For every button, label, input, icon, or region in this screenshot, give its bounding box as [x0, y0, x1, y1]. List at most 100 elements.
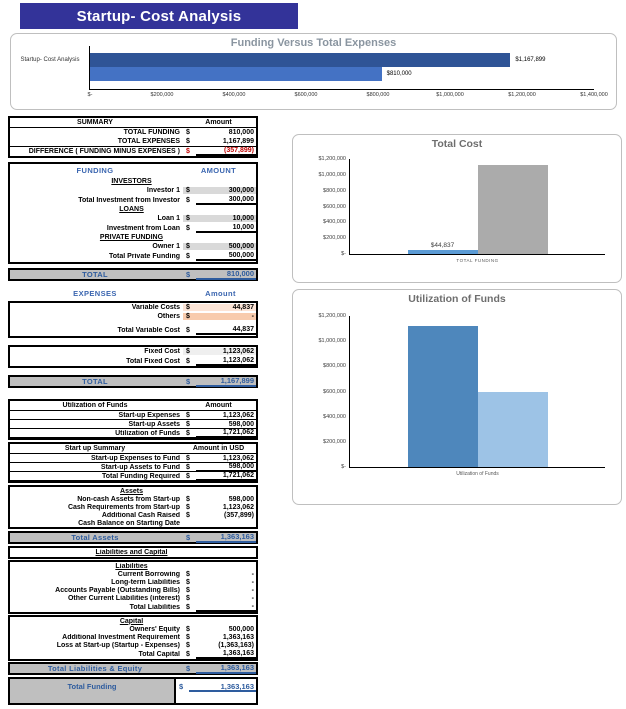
cell-value: 1,363,163 [222, 633, 254, 641]
table-row[interactable]: INVESTORS [10, 177, 256, 186]
cell-currency: $ [186, 196, 190, 204]
assets-table: Assets Non-cash Assets from Start-up $ 5… [8, 485, 258, 529]
cell-currency: $ [186, 625, 190, 633]
table-row[interactable]: Cash Requirements from Start-up $ 1,123,… [10, 503, 256, 511]
table-row[interactable]: Other Current Liabilities (interest) $ - [10, 594, 256, 602]
cell-value: 810,000 [228, 129, 254, 136]
table-row[interactable]: Long-term Liabilities $ - [10, 578, 256, 586]
table-row[interactable]: Owner 1 $ 500,000 [10, 242, 256, 251]
table-row[interactable]: Variable Costs $ 44,837 [10, 303, 256, 312]
table-row[interactable]: Start-up Assets $ 598,000 [10, 420, 256, 429]
cell-label: Total Private Funding [108, 253, 180, 260]
table-row[interactable]: Total Funding Required $ 1,721,062 [10, 472, 256, 481]
table-row[interactable]: Owners' Equity $ 500,000 [10, 625, 256, 633]
cell-currency: $ [186, 570, 190, 578]
table-row[interactable]: Liabilities [10, 562, 256, 570]
table-row[interactable]: EXPENSES Amount [8, 287, 258, 300]
liabilities-equity-total-row[interactable]: Total Liabilities & Equity $ 1,363,163 [8, 662, 258, 675]
cell-label: Fixed Cost [144, 348, 180, 355]
table-row[interactable]: Current Borrowing $ - [10, 570, 256, 578]
table-row[interactable]: TOTAL EXPENSES $ 1,167,899 [10, 137, 256, 146]
cell-currency: $ [186, 377, 191, 386]
total-cost-chart[interactable]: Total Cost $1,200,000 $1,000,000 $800,00… [292, 134, 622, 283]
table-row[interactable]: Assets [10, 487, 256, 495]
table-row[interactable]: Total Private Funding $ 500,000 [10, 251, 256, 262]
cell-label: SUMMARY [77, 119, 113, 126]
cell-value: 1,123,062 [196, 357, 256, 366]
total-value: 810,000 [196, 269, 256, 280]
cell-label: Start-up Expenses [118, 411, 180, 419]
cell-label: Owners' Equity [129, 625, 180, 633]
funding-vs-expenses-chart[interactable]: Funding Versus Total Expenses Startup- C… [10, 33, 617, 110]
assets-total-row[interactable]: Total Assets $ 1,363,163 [8, 531, 258, 544]
cell-label: Total Funding Required [101, 472, 180, 480]
cell-currency: $ [186, 511, 190, 519]
table-row[interactable]: PRIVATE FUNDING [10, 233, 256, 242]
x-axis-label: TOTAL FUNDING [456, 258, 499, 263]
cell-label: Utilization of Funds [115, 429, 180, 437]
total-funding-row[interactable]: Total Funding $ 1,363,163 [8, 677, 258, 705]
table-row[interactable]: FUNDING AMOUNT [10, 164, 256, 177]
cell-currency: $ [179, 682, 184, 691]
expenses-total-row[interactable]: TOTAL $ 1,167,899 [8, 375, 258, 388]
table-row[interactable]: Start-up Expenses $ 1,123,062 [10, 411, 256, 420]
table-row[interactable]: DIFFERENCE ( FUNDING MINUS EXPENSES ) $ … [10, 146, 256, 156]
x-tick-label: $1,400,000 [580, 92, 608, 98]
table-row[interactable]: LOANS [10, 205, 256, 214]
table-row[interactable]: Total Fixed Cost $ 1,123,062 [10, 356, 256, 366]
utilization-of-funds-chart[interactable]: Utilization of Funds $1,200,000 $1,000,0… [292, 289, 622, 505]
table-row[interactable]: Others $ - [10, 312, 256, 321]
table-row[interactable]: Start-up Assets to Fund $ 598,000 [10, 463, 256, 472]
data-label-expenses: $1,167,899 [515, 57, 546, 63]
table-row[interactable]: Liabilities and Capital [10, 548, 256, 557]
table-row[interactable]: Additional Investment Requirement $ 1,36… [10, 633, 256, 641]
total-label: TOTAL [82, 270, 108, 279]
funding-total-row[interactable]: TOTAL $ 810,000 [8, 268, 258, 281]
cell-value: 1,123,062 [222, 503, 254, 511]
cell-value: Amount [205, 119, 232, 126]
cell-currency: $ [183, 304, 196, 311]
cell-label: INVESTORS [111, 178, 152, 185]
cell-value: 1,123,062 [222, 411, 254, 419]
page-title: Startup- Cost Analysis [20, 3, 298, 29]
y-tick-label: $800,000 [323, 187, 346, 194]
table-row[interactable]: SUMMARY Amount [10, 118, 256, 128]
table-row[interactable]: Fixed Cost $ 1,123,062 [10, 347, 256, 356]
cell-label: Total Capital [138, 650, 180, 658]
cell-label: TOTAL FUNDING [123, 129, 180, 136]
table-row[interactable]: Loss at Start-up (Startup - Expenses) $ … [10, 641, 256, 649]
cell-currency: $ [186, 148, 190, 155]
cell-label: Total Variable Cost [117, 327, 181, 334]
capital-table: Capital Owners' Equity $ 500,000 Additio… [8, 615, 258, 661]
table-row[interactable]: Total Variable Cost $ 44,837 [10, 325, 256, 336]
table-row[interactable]: TOTAL FUNDING $ 810,000 [10, 128, 256, 137]
cell-currency: $ [186, 503, 190, 511]
table-row[interactable]: Additional Cash Raised $ (357,899) [10, 511, 256, 519]
table-row[interactable]: Loan 1 $ 10,000 [10, 214, 256, 223]
table-row[interactable]: Investment from Loan $ 10,000 [10, 223, 256, 233]
table-row[interactable]: Investor 1 $ 300,000 [10, 186, 256, 195]
table-row[interactable]: Total Investment from Investor $ 300,000 [10, 195, 256, 205]
table-row[interactable]: Start-up Expenses to Fund $ 1,123,062 [10, 454, 256, 463]
table-row[interactable]: Cash Balance on Starting Date [10, 519, 256, 527]
table-row[interactable]: Total Liabilities $ - [10, 602, 256, 612]
cell-value: 598,000 [196, 463, 256, 472]
utilization-table: Utilization of Funds Amount Start-up Exp… [8, 399, 258, 440]
cell-currency: $ [186, 270, 191, 279]
cell-currency: $ [186, 578, 190, 586]
table-row[interactable]: Capital [10, 617, 256, 625]
table-row[interactable]: Start up Summary Amount in USD [10, 444, 256, 454]
table-row[interactable]: Accounts Payable (Outstanding Bills) $ - [10, 586, 256, 594]
table-row[interactable]: Total Capital $ 1,363,163 [10, 649, 256, 659]
total-label: Total Assets [71, 533, 119, 542]
chart-title: Utilization of Funds [408, 293, 506, 305]
cell-value: 300,000 [196, 187, 256, 194]
table-row[interactable]: Utilization of Funds Amount [10, 401, 256, 411]
table-row[interactable]: Non-cash Assets from Start-up $ 598,000 [10, 495, 256, 503]
cell-label: Start-up Assets [128, 420, 180, 428]
cell-value: 1,721,062 [196, 429, 256, 438]
cell-label: DIFFERENCE ( FUNDING MINUS EXPENSES ) [28, 148, 180, 155]
cell-label: Total Investment from Investor [78, 196, 180, 204]
table-row[interactable]: Utilization of Funds $ 1,721,062 [10, 429, 256, 438]
